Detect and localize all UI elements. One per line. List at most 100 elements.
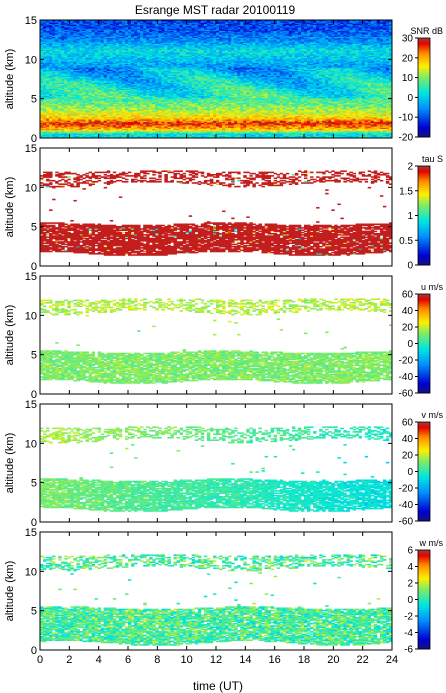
heatmap-cell	[88, 94, 93, 96]
heatmap-cell	[64, 125, 68, 127]
heatmap-cell	[118, 47, 123, 49]
heatmap-cell	[40, 53, 44, 55]
heatmap-cell	[61, 63, 65, 66]
heatmap-cell	[106, 89, 111, 92]
heatmap-cell	[46, 75, 50, 78]
heatmap-cell	[43, 38, 47, 41]
heatmap-cell	[103, 136, 108, 138]
heatmap-cell	[115, 55, 120, 57]
heatmap-cell	[79, 86, 83, 88]
heatmap-cell	[106, 136, 111, 138]
heatmap-cell	[61, 49, 65, 52]
heatmap-cell	[79, 87, 83, 89]
heatmap-cell	[97, 135, 102, 138]
heatmap-cell	[137, 55, 141, 57]
heatmap-cell	[143, 84, 147, 87]
heatmap-cell	[88, 24, 93, 27]
heatmap-cell	[88, 23, 93, 26]
heatmap-cell	[134, 73, 138, 75]
heatmap-cell	[55, 75, 59, 78]
heatmap-cell	[79, 93, 83, 95]
heatmap-cell	[125, 75, 129, 78]
heatmap-cell	[109, 57, 114, 60]
heatmap-cell	[52, 68, 56, 70]
heatmap-cell	[143, 109, 147, 112]
heatmap-cell	[55, 41, 59, 43]
heatmap-cell	[112, 73, 117, 75]
heatmap-cell	[94, 24, 99, 27]
heatmap-cell	[52, 119, 56, 121]
heatmap-cell	[40, 113, 44, 115]
heatmap-cell	[46, 35, 50, 37]
heatmap-cell	[61, 95, 65, 98]
heatmap-cell	[52, 87, 56, 89]
heatmap-cell	[70, 73, 74, 75]
heatmap-cell	[128, 21, 132, 23]
heatmap-cell	[67, 117, 71, 120]
heatmap-cell	[76, 119, 80, 121]
heatmap-cell	[128, 76, 132, 79]
heatmap-cell	[106, 120, 111, 122]
heatmap-cell	[112, 35, 117, 37]
heatmap-cell	[125, 112, 129, 114]
heatmap-cell	[109, 34, 114, 36]
heatmap-cell	[55, 105, 59, 107]
heatmap-cell	[115, 75, 120, 78]
heatmap-cell	[58, 109, 62, 112]
heatmap-cell	[79, 96, 83, 99]
heatmap-cell	[88, 79, 93, 81]
heatmap-cell	[137, 20, 141, 22]
heatmap-cell	[106, 132, 111, 134]
heatmap-cell	[55, 43, 59, 46]
heatmap-cell	[143, 125, 147, 127]
heatmap-cell	[115, 128, 120, 131]
heatmap-cell	[70, 56, 74, 59]
heatmap-cell	[79, 128, 83, 131]
heatmap-cell	[40, 126, 44, 128]
heatmap-cell	[97, 51, 102, 54]
heatmap-cell	[112, 83, 117, 86]
heatmap-cell	[82, 114, 86, 116]
heatmap-cell	[134, 84, 138, 87]
heatmap-cell	[143, 44, 147, 47]
heatmap-cell	[137, 71, 141, 74]
heatmap-cell	[94, 80, 99, 82]
heatmap-cell	[73, 46, 77, 48]
heatmap-cell	[121, 50, 126, 53]
heatmap-cell	[85, 97, 89, 100]
heatmap-cell	[97, 64, 102, 67]
heatmap-cell	[125, 90, 129, 93]
heatmap-cell	[55, 29, 59, 31]
heatmap-cell	[94, 110, 99, 113]
heatmap-cell	[137, 70, 141, 73]
heatmap-cell	[128, 35, 132, 37]
heatmap-cell	[118, 76, 123, 79]
heatmap-cell	[43, 113, 47, 115]
heatmap-cell	[49, 90, 53, 93]
heatmap-cell	[143, 108, 147, 111]
heatmap-cell	[106, 25, 111, 28]
heatmap-cell	[112, 105, 117, 107]
heatmap-cell	[125, 83, 129, 86]
heatmap-cell	[73, 136, 77, 138]
heatmap-cell	[134, 74, 138, 76]
heatmap-cell	[103, 135, 108, 138]
heatmap-cell	[85, 95, 89, 98]
heatmap-cell	[103, 92, 108, 94]
heatmap-cell	[140, 54, 144, 56]
heatmap-cell	[85, 94, 89, 96]
heatmap-cell	[79, 113, 83, 115]
heatmap-cell	[70, 22, 74, 24]
heatmap-cell	[112, 47, 117, 49]
heatmap-cell	[76, 70, 80, 73]
heatmap-cell	[73, 102, 77, 105]
heatmap-cell	[94, 50, 99, 53]
heatmap-cell	[82, 103, 86, 106]
heatmap-cell	[55, 125, 59, 127]
heatmap-cell	[43, 105, 47, 107]
heatmap-cell	[121, 71, 126, 74]
heatmap-cell	[143, 29, 147, 31]
heatmap-cell	[40, 56, 44, 59]
heatmap-cell	[40, 24, 44, 27]
heatmap-cell	[115, 58, 120, 61]
